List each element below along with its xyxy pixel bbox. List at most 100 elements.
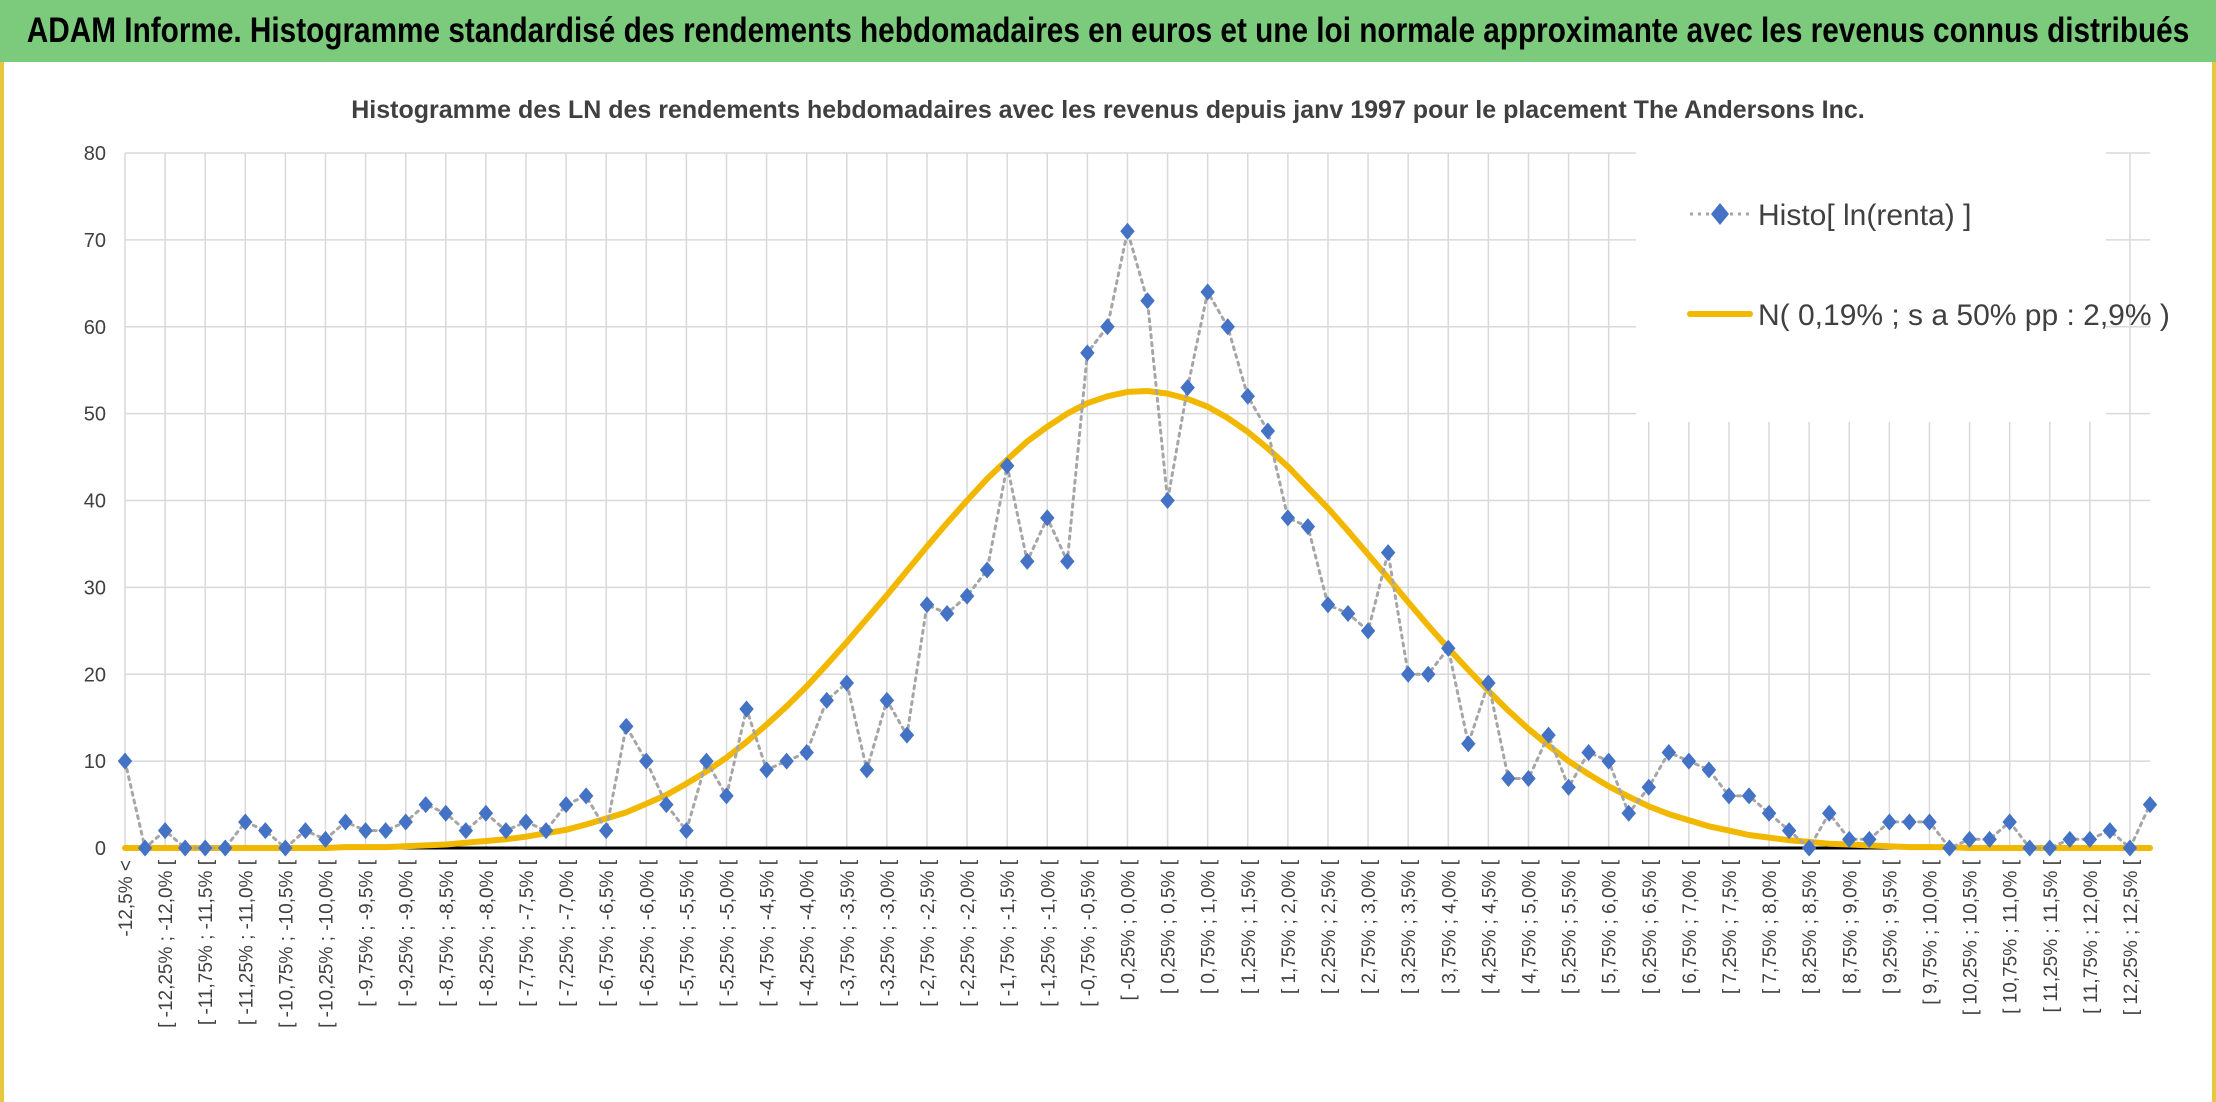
x-tick-label: [ 5,25% ; 5,5% [	[1560, 859, 1581, 994]
histogram-point	[1962, 830, 1977, 848]
histogram-point	[378, 822, 393, 840]
histogram-point	[278, 839, 293, 857]
y-tick-label: 50	[84, 404, 106, 426]
histogram-point	[1461, 735, 1476, 753]
histogram-point	[1040, 509, 1055, 527]
histogram-point	[1601, 752, 1616, 770]
histogram-point	[1721, 787, 1737, 805]
histogram-chart: Histogramme des LN des rendements hebdom…	[84, 96, 2170, 1028]
histogram-point	[1501, 770, 1516, 787]
x-tick-label: [ 10,75% ; 11,0% [	[2001, 859, 2022, 1014]
histogram-point	[1922, 813, 1937, 831]
histogram-point	[1521, 770, 1536, 787]
histogram-point	[1200, 283, 1215, 301]
histogram-point	[1641, 778, 1656, 796]
x-tick-label: [ -1,75% ; -1,5% [	[998, 859, 1019, 1007]
x-tick-label: [ 3,25% ; 3,5% [	[1399, 859, 1420, 994]
y-tick-label: 10	[84, 751, 106, 773]
histogram-point	[478, 804, 494, 822]
histogram-point	[819, 691, 834, 709]
histogram-point	[879, 691, 895, 709]
histogram-point	[538, 822, 554, 840]
histogram-point	[1541, 726, 1556, 744]
x-tick-label: [ 2,25% ; 2,5% [	[1319, 859, 1340, 994]
x-tick-label: [ -5,75% ; -5,5% [	[677, 859, 698, 1007]
histogram-point	[779, 752, 794, 770]
x-tick-label: [ 11,75% ; 12,0% [	[2081, 859, 2102, 1014]
x-tick-label: [ 8,25% ; 8,5% [	[1800, 859, 1821, 994]
histogram-point	[939, 604, 955, 622]
x-tick-label: -12,5% <	[116, 860, 137, 937]
histogram-point	[1160, 492, 1175, 509]
x-tick-label: [ -8,25% ; -8,0% [	[477, 859, 498, 1007]
x-tick-label: [ 12,25% ; 12,5% [	[2121, 859, 2142, 1015]
histogram-point	[1060, 552, 1075, 570]
histogram-point	[1220, 318, 1235, 336]
histogram-point	[1661, 743, 1677, 761]
legend-histo-swatch-marker	[1711, 203, 1729, 225]
x-tick-label: [ 7,25% ; 7,5% [	[1720, 859, 1741, 994]
legend-histo-label: Histo[ ln(renta) ]	[1758, 199, 1971, 232]
histogram-point	[1561, 778, 1576, 796]
histogram-point	[979, 561, 995, 579]
histogram-point	[1761, 804, 1777, 822]
x-tick-label: [ 9,75% ; 10,0% [	[1920, 859, 1941, 1004]
histogram-point	[1882, 813, 1897, 831]
legend-background	[1636, 152, 2106, 422]
histogram-point	[458, 822, 474, 840]
histogram-point	[619, 717, 634, 735]
histogram-point	[498, 822, 514, 840]
x-tick-label: [ -7,75% ; -7,5% [	[517, 859, 538, 1007]
x-tick-label: [ 4,25% ; 4,5% [	[1479, 859, 1500, 994]
histogram-point	[1320, 596, 1336, 614]
histogram-point	[177, 839, 193, 857]
histogram-point	[799, 743, 814, 761]
histogram-point	[999, 457, 1015, 475]
report-title: ADAM Informe. Histogramme standardisé de…	[26, 11, 2190, 50]
histogram-point	[899, 726, 915, 744]
histogram-point	[1441, 639, 1456, 657]
x-tick-label: [ 1,75% ; 2,0% [	[1279, 859, 1300, 994]
histogram-point	[338, 813, 353, 831]
x-tick-label: [ -4,75% ; -4,5% [	[758, 859, 779, 1007]
histogram-point	[1260, 422, 1276, 440]
histogram-point	[1842, 830, 1857, 848]
histogram-point	[137, 839, 153, 857]
x-tick-label: [ -0,25% ; 0,0% [	[1118, 859, 1139, 1000]
x-tick-label: [ 3,75% ; 4,0% [	[1439, 859, 1460, 994]
histogram-point	[2142, 796, 2158, 814]
y-tick-label: 70	[84, 230, 106, 252]
histogram-point	[1100, 318, 1115, 336]
histogram-point	[639, 752, 654, 770]
x-tick-label: [ 6,75% ; 7,0% [	[1680, 859, 1701, 994]
legend-normal-label: N( 0,19% ; s a 50% pp : 2,9% )	[1758, 299, 2170, 332]
x-tick-label: [ -3,75% ; -3,5% [	[838, 859, 859, 1007]
x-tick-label: [ 5,75% ; 6,0% [	[1600, 859, 1621, 994]
histogram-point	[578, 787, 594, 805]
chart-area: Histogramme des LN des rendements hebdom…	[0, 62, 2216, 1102]
histogram-point	[739, 700, 754, 718]
histogram-point	[719, 787, 734, 805]
report-banner: ADAM Informe. Histogramme standardisé de…	[0, 0, 2216, 62]
y-tick-label: 60	[84, 317, 106, 339]
histogram-point	[2062, 830, 2078, 848]
x-tick-label: [ -7,25% ; -7,0% [	[557, 859, 578, 1007]
histogram-point	[157, 822, 173, 840]
histogram-point	[2122, 839, 2138, 857]
x-tick-label: [ 8,75% ; 9,0% [	[1840, 859, 1861, 994]
histogram-point	[2042, 839, 2057, 857]
histogram-point	[959, 587, 975, 605]
x-tick-label: [ -3,25% ; -3,0% [	[878, 859, 899, 1007]
histogram-point	[1621, 804, 1636, 822]
histogram-point	[2102, 822, 2118, 840]
normal-curve	[122, 388, 2153, 851]
histogram-point	[518, 813, 534, 831]
histogram-point	[1982, 830, 1997, 848]
histogram-point	[1781, 822, 1797, 840]
histogram-point	[1080, 344, 1095, 362]
x-tick-label: [ 2,75% ; 3,0% [	[1359, 859, 1380, 994]
histogram-point	[418, 796, 433, 814]
y-tick-label: 20	[84, 664, 106, 686]
histogram-point	[218, 839, 233, 857]
histogram-point	[1701, 761, 1717, 779]
